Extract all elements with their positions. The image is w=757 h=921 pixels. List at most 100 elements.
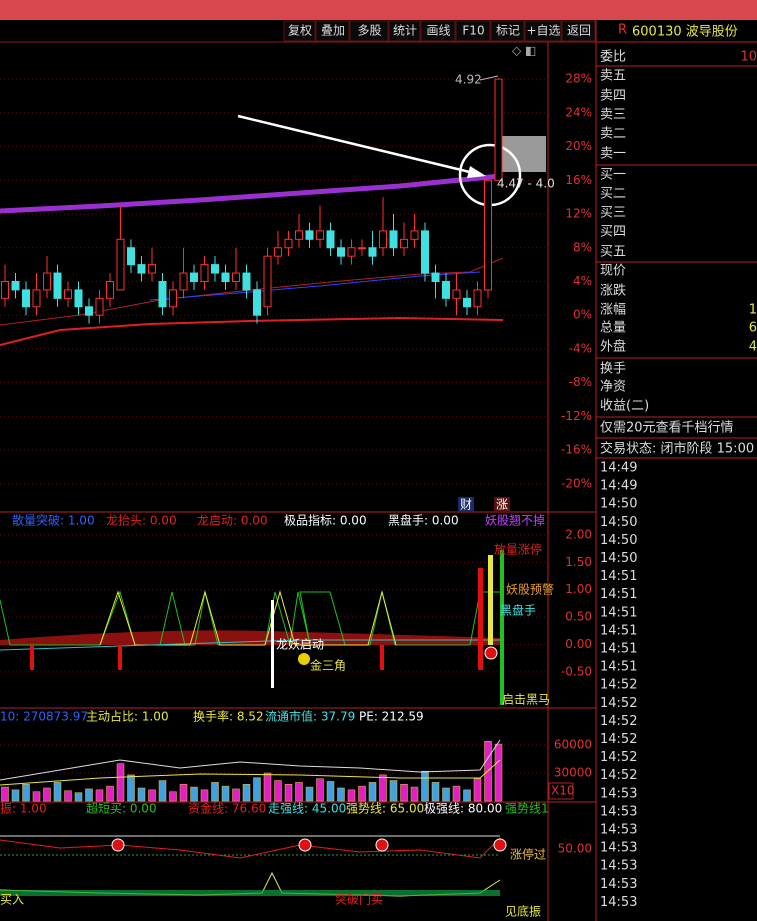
volume-bar (368, 782, 377, 802)
toolbar-button[interactable] (349, 20, 389, 42)
buy-icon (298, 838, 312, 852)
high-label: 4.92 (455, 73, 482, 87)
candle-body (106, 280, 114, 299)
volume-bar (43, 787, 51, 802)
volume-bar (64, 790, 72, 802)
tick-time: 14:53 (600, 823, 637, 838)
indicator-area (0, 630, 500, 645)
toolbar-button[interactable] (524, 20, 562, 42)
y-tick-label: 24% (565, 105, 592, 119)
y-tick-label: -4% (569, 341, 592, 355)
indicator-label: 放量涨停 (494, 542, 542, 557)
y-tick-label: 0% (573, 308, 592, 322)
volume-bar (221, 785, 230, 802)
volume-bar (169, 791, 177, 802)
row-label: 买三 (600, 206, 626, 221)
tick-time: 14:50 (600, 497, 637, 512)
tick-time: 14:52 (600, 750, 637, 765)
indicator-bar (488, 555, 493, 645)
candle-body (179, 272, 188, 291)
indicator-legend: 龙启动: 0.00 (197, 514, 268, 528)
volume-bar (137, 787, 146, 802)
volume-bar (263, 772, 272, 802)
toolbar-label[interactable]: 复权 (288, 24, 312, 38)
y-tick-label: 20% (565, 139, 592, 153)
tick-time: 14:53 (600, 804, 637, 819)
volume-bar (400, 783, 408, 802)
toolbar-label[interactable]: 叠加 (321, 24, 345, 38)
volume-bar (379, 774, 387, 802)
toolbar-label[interactable]: 统计 (393, 24, 417, 38)
candle-body (200, 264, 209, 282)
tick-time: 14:50 (600, 533, 637, 548)
promo[interactable]: 仅需20元查看千档行情 (600, 420, 734, 436)
indicator-bar (271, 600, 274, 688)
toolbar-button[interactable] (420, 20, 456, 42)
tick-time: 14:51 (600, 660, 637, 675)
candle-body (389, 230, 398, 249)
volume-bar (316, 778, 324, 802)
toolbar-button[interactable] (283, 20, 316, 42)
ma-line (0, 316, 504, 346)
y-tick-label: 16% (565, 173, 592, 187)
volume-bar (410, 786, 419, 802)
toolbar-label[interactable]: F10 (462, 24, 484, 38)
candle-body (421, 230, 429, 274)
toolbar-button[interactable] (490, 20, 525, 42)
toolbar-label[interactable]: 画线 (426, 24, 450, 38)
candle-body (85, 306, 93, 316)
indicator-line (0, 639, 500, 651)
strength-label: 买入 (0, 893, 24, 907)
candle-body (431, 272, 440, 282)
candle-body (305, 230, 314, 240)
marker: 财 (460, 498, 472, 512)
price-label: 4.47 - 4.0 (497, 177, 555, 191)
ma-line (0, 257, 504, 326)
indicator-label: 龙妖启动 (276, 638, 324, 652)
tick-time: 14:53 (600, 786, 637, 801)
row-label: 卖一 (600, 147, 626, 162)
marker-box (458, 497, 474, 512)
row-label: 换手 (600, 362, 626, 377)
candle-body (337, 247, 345, 257)
smile-icon (298, 653, 310, 665)
candle-body (316, 230, 324, 240)
toolbar-button[interactable] (561, 20, 596, 42)
candle-body (494, 78, 503, 181)
tick-time: 14:52 (600, 678, 637, 693)
indicator-bar (478, 568, 483, 670)
strength-label: 突破门买 (335, 892, 383, 907)
toolbar-button[interactable] (388, 20, 421, 42)
candle-body (242, 272, 251, 291)
tick-time: 14:49 (600, 479, 637, 494)
axes: 28% 24% 20% 16% 12% 8% 4% 0% -4% -8% -12% -16% -20% 散… (0, 72, 592, 919)
y-tick-label: 0.00 (565, 637, 592, 651)
toolbar-button[interactable] (315, 20, 350, 42)
candle-body (32, 289, 41, 308)
tick-time: 14:53 (600, 877, 637, 892)
volume-bar (431, 782, 440, 802)
row-label: 净资 (600, 380, 626, 395)
volume-bar (11, 789, 20, 802)
toolbar-button[interactable] (455, 20, 491, 42)
tick-time: 14:51 (600, 605, 637, 620)
volume-bar (337, 787, 345, 802)
candle-body (127, 247, 135, 266)
volume-bar (85, 788, 93, 802)
toolbar-label[interactable]: +自选 (526, 24, 560, 38)
toolbar-label[interactable]: 标记 (496, 24, 520, 38)
tick-time: 14:52 (600, 714, 637, 729)
volume-bar (253, 777, 261, 802)
buy-icon (484, 646, 498, 660)
toolbar-label[interactable]: 多股 (357, 24, 381, 38)
volume-bar (442, 787, 450, 802)
row-label: 现价 (600, 264, 626, 279)
volume-bar (200, 789, 209, 802)
buy-icon (493, 838, 507, 852)
volume-bar (232, 788, 240, 802)
toolbar-label[interactable]: 返回 (567, 24, 591, 38)
indicator-label: 启击黑马 (502, 693, 550, 707)
icon[interactable]: ◇ ◧ (512, 44, 536, 58)
